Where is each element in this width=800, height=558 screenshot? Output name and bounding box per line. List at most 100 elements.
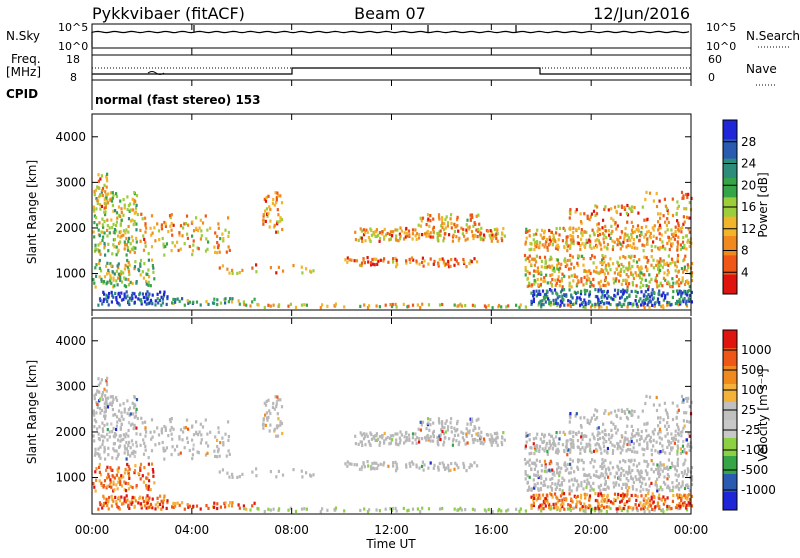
power-cell (633, 254, 636, 258)
velocity-cell (132, 449, 135, 453)
velocity-cell (115, 457, 118, 461)
power-cell (213, 297, 216, 301)
velocity-cell (118, 499, 122, 503)
velocity-cell (630, 424, 633, 428)
velocity-cell (156, 496, 159, 500)
velocity-cell (632, 442, 635, 446)
velocity-cell (548, 432, 551, 437)
power-cell (191, 253, 194, 257)
power-cell (178, 231, 181, 235)
velocity-cell (546, 452, 549, 456)
velocity-cell (280, 421, 283, 426)
power-cell (544, 259, 547, 263)
velocity-cell (672, 438, 675, 442)
velocity-cell (524, 472, 527, 476)
velocity-cell (666, 412, 669, 416)
power-cell (555, 227, 558, 231)
power-cell (543, 235, 546, 239)
velocity-cell (123, 444, 126, 448)
power-cell (140, 302, 143, 306)
velocity-cell (656, 463, 659, 467)
power-cell (589, 300, 592, 304)
power-cell (656, 285, 659, 289)
power-cell (617, 264, 620, 268)
velocity-cell (683, 450, 686, 454)
velocity-cell (375, 461, 378, 465)
power-cell (626, 220, 629, 224)
power-cell (690, 262, 694, 266)
velocity-cell (661, 469, 664, 473)
velocity-cell (631, 409, 634, 413)
velocity-cell (674, 465, 677, 469)
velocity-cell (676, 461, 679, 465)
power-cell (565, 293, 568, 297)
velocity-cell (105, 468, 108, 472)
velocity-cell (139, 477, 142, 481)
velocity-cell (606, 446, 609, 451)
velocity-cell (683, 424, 686, 428)
velocity-cell (626, 509, 629, 513)
power-cell (153, 277, 156, 281)
freq-wiggle (147, 71, 165, 75)
power-cell (548, 264, 551, 268)
velocity-cell (579, 447, 582, 452)
power-cell (392, 260, 395, 264)
velocity-cell (120, 495, 123, 499)
power-cell (548, 228, 551, 233)
power-cell (553, 269, 556, 273)
power-cell (93, 221, 96, 225)
velocity-cell (163, 494, 166, 498)
velocity-cell (631, 413, 634, 417)
velocity-cell (183, 507, 186, 511)
power-cell (638, 238, 641, 242)
power-cell (559, 303, 562, 307)
power-cell (657, 262, 660, 266)
power-cell (572, 230, 575, 235)
power-cell (473, 221, 476, 225)
velocity-cell (671, 499, 674, 503)
velocity-cell (375, 432, 378, 436)
velocity-cell (103, 496, 106, 500)
power-cell (539, 299, 542, 303)
power-cell (377, 259, 380, 263)
power-cell (684, 254, 687, 258)
velocity-cell (563, 461, 567, 465)
power-cell (421, 233, 424, 237)
velocity-cell (227, 504, 230, 508)
velocity-cell (567, 471, 571, 475)
velocity-cell (197, 433, 200, 437)
velocity-cell (575, 488, 578, 492)
power-cell (135, 228, 138, 232)
velocity-cell (526, 474, 529, 478)
velocity-cell (355, 463, 359, 467)
power-cell (602, 301, 605, 305)
velocity-cell (115, 502, 118, 506)
power-cell (572, 239, 575, 243)
velocity-cell (676, 404, 679, 408)
velocity-cell (670, 446, 673, 450)
power-cell (651, 288, 654, 292)
velocity-cell (436, 439, 439, 443)
velocity-cell (546, 449, 549, 454)
power-cell (441, 257, 444, 261)
power-cell (438, 303, 442, 307)
power-cell (557, 245, 560, 249)
velocity-cell (596, 507, 599, 511)
power-cell (429, 235, 432, 239)
power-cell (453, 229, 456, 234)
power-cell (437, 215, 441, 220)
power-cell (443, 222, 446, 226)
power-cell (677, 300, 680, 304)
velocity-cell (364, 443, 367, 447)
power-cell (682, 235, 685, 240)
velocity-cell (113, 435, 116, 439)
power-cell (476, 229, 480, 233)
velocity-cell (679, 506, 682, 510)
velocity-cell (548, 468, 551, 472)
power-cell (253, 297, 256, 301)
velocity-cell (533, 496, 536, 500)
power-cell (491, 236, 495, 240)
power-cell (546, 281, 549, 285)
power-cell (154, 303, 157, 307)
power-cell (603, 289, 606, 294)
